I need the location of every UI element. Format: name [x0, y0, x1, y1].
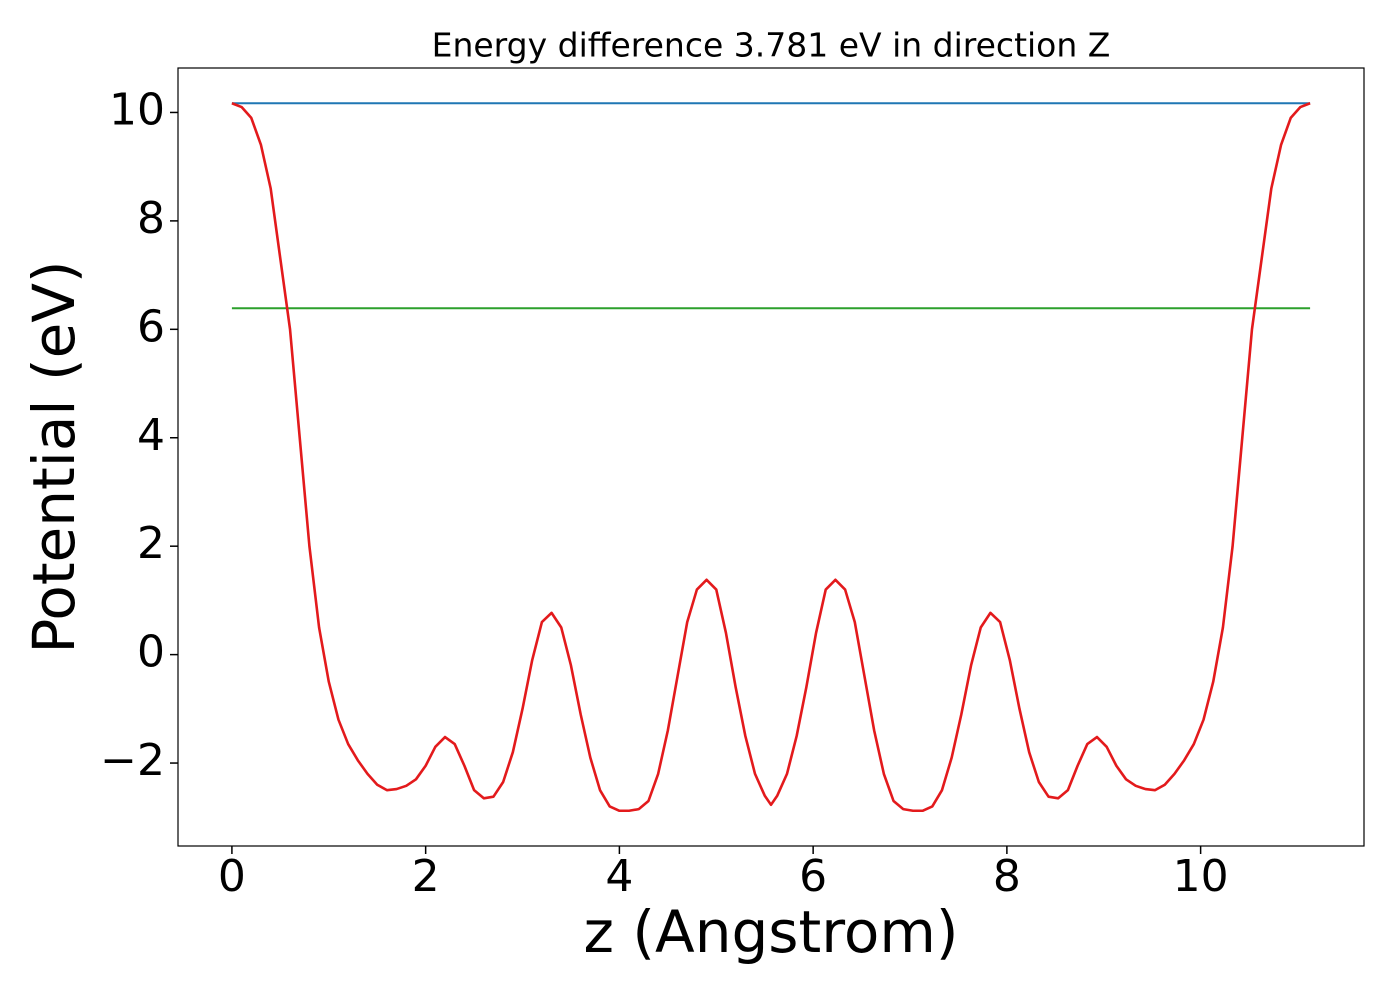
y-tick-label: 4: [137, 410, 165, 461]
data-line: [231, 102, 1311, 813]
x-tick-label: 2: [412, 851, 440, 902]
x-tick-label: 10: [1173, 851, 1229, 902]
y-tick-label: 0: [137, 627, 165, 678]
x-axis-label: z (Angstrom): [584, 898, 959, 966]
y-tick-label: −2: [100, 735, 165, 786]
y-tick-label: 10: [109, 84, 165, 135]
y-tick-label: 8: [137, 193, 165, 244]
y-tick-label: 2: [137, 518, 165, 569]
chart-title: Energy difference 3.781 eV in direction …: [432, 26, 1111, 65]
x-tick-label: 6: [799, 851, 827, 902]
x-tick-label: 4: [605, 851, 633, 902]
x-tick-label: 0: [218, 851, 246, 902]
y-axis-label: Potential (eV): [20, 260, 88, 653]
plot-frame: [177, 67, 1365, 847]
x-tick-label: 8: [993, 851, 1021, 902]
y-tick-label: 6: [137, 301, 165, 352]
